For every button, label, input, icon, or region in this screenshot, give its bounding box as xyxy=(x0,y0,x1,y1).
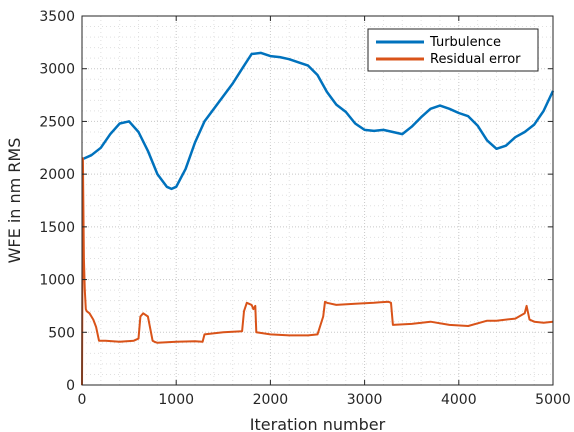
y-tick-label: 500 xyxy=(48,325,75,341)
ticks: 0 1000 2000 3000 4000 5000 0 500 1000 1500 2000 250… xyxy=(39,9,570,408)
y-tick-label: 3000 xyxy=(39,62,75,78)
legend-label-turbulence: Turbulence xyxy=(429,35,501,50)
series-line-residual-error xyxy=(81,157,554,386)
x-tick-label: 5000 xyxy=(535,392,571,408)
y-tick-label: 2500 xyxy=(39,114,75,130)
legend-label-residual-error: Residual error xyxy=(430,52,521,67)
y-axis-label: WFE in nm RMS xyxy=(5,138,24,264)
y-tick-label: 0 xyxy=(66,378,75,394)
y-tick-label: 1500 xyxy=(39,220,75,236)
axes-frame xyxy=(81,15,554,386)
grid xyxy=(81,15,554,386)
x-tick-label: 3000 xyxy=(347,392,383,408)
y-tick-label: 1000 xyxy=(39,273,75,289)
x-tick-label: 0 xyxy=(78,392,87,408)
legend-box xyxy=(367,28,539,72)
x-tick-label: 2000 xyxy=(253,392,289,408)
y-tick-label: 3500 xyxy=(39,9,75,25)
series-line-turbulence xyxy=(81,51,555,191)
x-tick-label: 1000 xyxy=(158,392,194,408)
x-tick-label: 4000 xyxy=(441,392,477,408)
x-axis-label: Iteration number xyxy=(250,415,386,432)
legend: Turbulence Residual error xyxy=(367,28,539,72)
y-tick-label: 2000 xyxy=(39,167,75,183)
series-layer xyxy=(81,51,555,386)
